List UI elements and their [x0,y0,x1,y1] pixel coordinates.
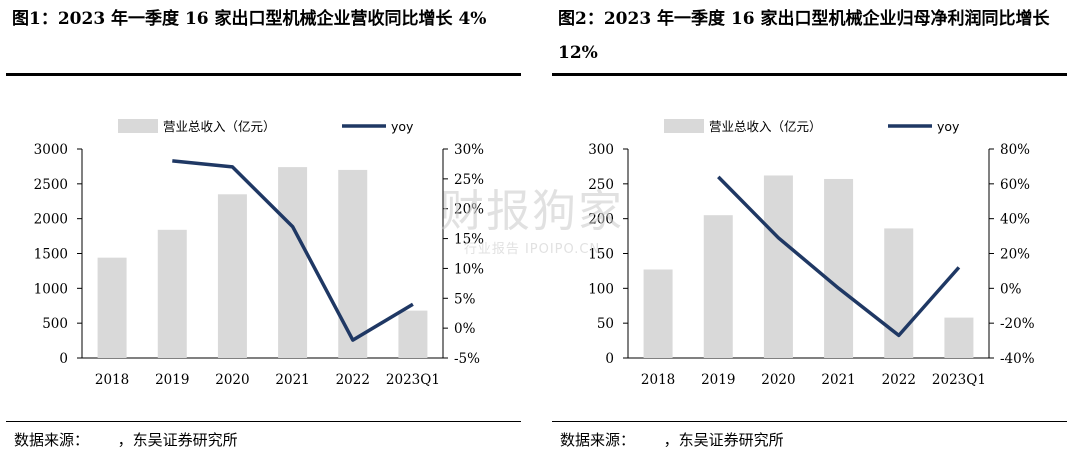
source-text: ，东吴证券研究所 [117,431,238,449]
right-tick-label: 5% [454,291,476,307]
bar [763,175,793,358]
left-tick-label: 50 [597,316,614,332]
bar [703,215,733,358]
left-tick-label: 300 [588,142,614,158]
legend-line-label: yoy [937,119,960,134]
source-text: ，东吴证券研究所 [663,431,784,449]
left-tick-label: 250 [588,177,614,193]
left-tick-label: 1000 [34,281,68,297]
net-profit-chart: 0 50 100 150 200 250 300 -40% -20% 0% 20% 40% 60% 80%… [588,119,1035,388]
bar [398,310,428,358]
bar [884,228,914,358]
left-tick-label: 200 [588,212,614,228]
revenue-chart: 0 500 1000 1500 2000 2500 3000 -5% 0% 5% 10% 15% 20%… [34,119,484,388]
category-label: 2019 [701,372,735,388]
category-label: 2021 [275,372,309,388]
title-divider [552,73,1067,76]
category-label: 2018 [641,372,675,388]
figure-2-source: 数据来源： ，东吴证券研究所 [560,429,784,450]
right-tick-label: 30% [454,142,484,158]
figure-2-title: 图2：2023 年一季度 16 家出口型机械企业归母净利润同比增长 12% [558,9,1050,63]
right-tick-label: 25% [454,172,484,188]
source-divider [552,421,1067,422]
right-tick-label: -40% [1000,351,1035,367]
yoy-line [172,159,414,342]
category-label: 2022 [882,372,916,388]
left-tick-label: 500 [42,316,68,332]
left-tick-label: 2000 [34,212,68,228]
figure-2-panel: 图2：2023 年一季度 16 家出口型机械企业归母净利润同比增长 12% 0 5… [552,0,1067,464]
category-label: 2020 [215,372,249,388]
legend-bar-label: 营业总收入（亿元） [709,119,822,134]
bar [643,269,673,358]
bar [157,229,187,358]
bar [97,257,127,358]
left-tick-label: 0 [59,351,68,367]
right-tick-label: 40% [1000,212,1030,228]
figure-1-title: 图1：2023 年一季度 16 家出口型机械企业营收同比增长 4% [12,9,487,29]
right-tick-label: 60% [1000,177,1030,193]
figure-1-panel: 图1：2023 年一季度 16 家出口型机械企业营收同比增长 4% 0 500 10… [6,0,521,464]
left-tick-label: 1500 [34,247,68,263]
bar [338,169,368,358]
right-tick-label: 15% [454,232,484,248]
left-tick-label: 100 [588,281,614,297]
legend-bar-swatch [118,119,158,133]
right-tick-label: -5% [454,351,480,367]
left-tick-label: 3000 [34,142,68,158]
right-tick-label: 80% [1000,142,1030,158]
right-tick-label: 0% [454,321,476,337]
bar [824,178,854,358]
category-label: 2023Q1 [932,372,986,388]
category-label: 2021 [821,372,855,388]
title-divider [6,73,521,76]
figure-1-source: 数据来源： ，东吴证券研究所 [14,429,238,450]
right-tick-label: -20% [1000,316,1035,332]
right-tick-label: 0% [1000,281,1022,297]
right-tick-label: 20% [454,202,484,218]
right-tick-label: 20% [1000,247,1030,263]
source-divider [6,421,521,422]
bar [944,317,974,358]
category-label: 2022 [336,372,370,388]
left-tick-label: 150 [588,247,614,263]
legend-line-label: yoy [391,119,414,134]
category-label: 2018 [95,372,129,388]
category-label: 2023Q1 [386,372,440,388]
legend-bar-swatch [664,119,704,133]
source-label: 数据来源： [560,431,636,449]
left-tick-label: 0 [605,351,614,367]
bar [217,194,247,358]
source-label: 数据来源： [14,431,90,449]
legend-bar-label: 营业总收入（亿元） [163,119,276,134]
right-tick-label: 10% [454,261,484,277]
yoy-line [717,175,961,338]
bar [278,167,308,358]
category-label: 2020 [761,372,795,388]
left-tick-label: 2500 [34,177,68,193]
category-label: 2019 [155,372,189,388]
